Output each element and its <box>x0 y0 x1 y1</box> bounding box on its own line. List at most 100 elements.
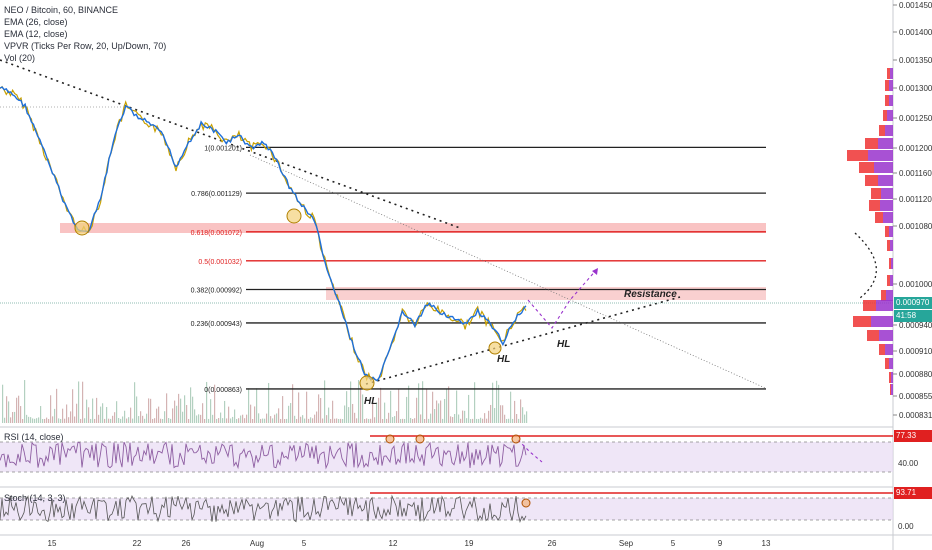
volume-bar <box>18 395 20 423</box>
volume-bar <box>398 389 400 423</box>
volume-bar <box>126 418 128 423</box>
volume-bar <box>206 381 208 423</box>
volume-bar <box>380 387 382 423</box>
volume-bar <box>414 418 416 423</box>
vpvr-up-bar <box>890 68 893 79</box>
volume-bar <box>114 412 116 423</box>
vpvr-up-bar <box>890 275 893 286</box>
volume-bar <box>74 416 76 423</box>
time-axis[interactable]: 15 22 26 Aug 5 12 19 26 Sep 5 9 13 <box>48 539 771 548</box>
volume-bar <box>352 403 354 423</box>
volume-bar <box>250 404 252 423</box>
volume-bar <box>10 417 12 423</box>
volume-bar <box>42 418 44 423</box>
countdown-tag: 41:58 <box>894 310 932 322</box>
volume-bar <box>60 418 62 423</box>
vpvr-up-bar <box>874 162 893 173</box>
volume-bar <box>272 418 274 423</box>
indicator-ema26[interactable]: EMA (26, close) <box>4 17 68 27</box>
volume-bar <box>488 410 490 423</box>
volume-bar <box>4 417 6 423</box>
volume-bar <box>22 418 24 423</box>
volume-bar <box>190 387 192 423</box>
volume-bar <box>516 414 518 423</box>
volume-bar <box>486 418 488 423</box>
volume-bar <box>106 407 108 423</box>
volume-bar <box>258 413 260 423</box>
price-axis[interactable]: 0.001450 0.001400 0.001350 0.001300 0.001250… <box>893 1 932 420</box>
time-tick-label: 13 <box>762 539 771 548</box>
volume-bar <box>184 395 186 423</box>
pivot-circle-3 <box>359 375 375 391</box>
indicator-vpvr[interactable]: VPVR (Ticks Per Row, 20, Up/Down, 70) <box>4 41 167 51</box>
volume-bar <box>338 418 340 423</box>
fib-level-label: 0.786(0.001129) <box>191 191 242 198</box>
volume-bar <box>64 418 66 423</box>
volume-bar <box>468 394 470 423</box>
volume-bar <box>396 411 398 423</box>
vpvr-up-bar <box>879 330 893 341</box>
volume-bar <box>254 406 256 423</box>
volume-bar <box>142 415 144 423</box>
volume-bar <box>298 392 300 423</box>
rsi-pane <box>0 434 893 473</box>
chart-title[interactable]: NEO / Bitcoin, 60, BINANCE <box>4 5 119 15</box>
volume-bar <box>508 418 510 423</box>
volume-bar <box>182 411 184 423</box>
volume-bar <box>472 418 474 423</box>
time-tick-label: 26 <box>548 539 557 548</box>
volume-bar <box>38 417 40 423</box>
volume-bar <box>440 400 442 423</box>
volume-bar <box>32 418 34 423</box>
rsi-legend[interactable]: RSI (14, close) <box>4 432 64 442</box>
volume-bar <box>156 408 158 423</box>
volume-bar <box>154 418 156 423</box>
stoch-legend[interactable]: Stoch (14, 3, 3) <box>4 493 66 503</box>
time-tick-label: 15 <box>48 539 57 548</box>
volume-bar <box>434 409 436 423</box>
hl-label-3: HL <box>557 339 570 350</box>
pivot-circle-2 <box>286 208 302 224</box>
indicator-ema12[interactable]: EMA (12, close) <box>4 29 68 39</box>
volume-bar <box>176 405 178 423</box>
volume-bar <box>416 397 418 423</box>
volume-bar <box>238 418 240 423</box>
volume-bar <box>58 418 60 423</box>
volume-bar <box>72 389 74 423</box>
volume-bar <box>118 417 120 423</box>
indicator-vol[interactable]: Vol (20) <box>4 53 36 63</box>
volume-bar <box>368 418 370 423</box>
volume-bar <box>186 405 188 423</box>
volume-bar <box>198 414 200 423</box>
volume-bar <box>348 407 350 423</box>
volume-bar <box>40 406 42 423</box>
fib-level-label: 0.618(0.001072) <box>191 230 242 237</box>
vpvr-up-bar <box>891 384 893 395</box>
volume-bar <box>152 418 154 423</box>
volume-bar <box>16 397 18 423</box>
vpvr-up-bar <box>885 125 893 136</box>
vpvr-up-bar <box>887 110 893 121</box>
volume-bar <box>466 418 468 423</box>
stoch-pivot-1 <box>521 498 531 508</box>
volume-bar <box>408 385 410 423</box>
volume-bar <box>318 394 320 423</box>
last-price-tag: 0.000970 <box>894 297 932 309</box>
volume-bar <box>34 418 36 423</box>
volume-bar <box>256 388 258 423</box>
volume-bar <box>412 419 414 423</box>
volume-bar <box>316 411 318 423</box>
price-tick-label: 0.000831 <box>899 411 932 420</box>
volume-bar <box>392 417 394 423</box>
volume-bar <box>8 401 10 423</box>
volume-bar <box>406 396 408 423</box>
stoch-pane <box>0 492 893 523</box>
volume-bar <box>344 405 346 423</box>
volume-bar <box>50 395 52 423</box>
volume-bar <box>522 407 524 423</box>
volume-bar <box>222 418 224 423</box>
vpvr-down-bar <box>875 212 883 223</box>
volume-bar <box>108 418 110 423</box>
time-tick-label: 12 <box>389 539 398 548</box>
